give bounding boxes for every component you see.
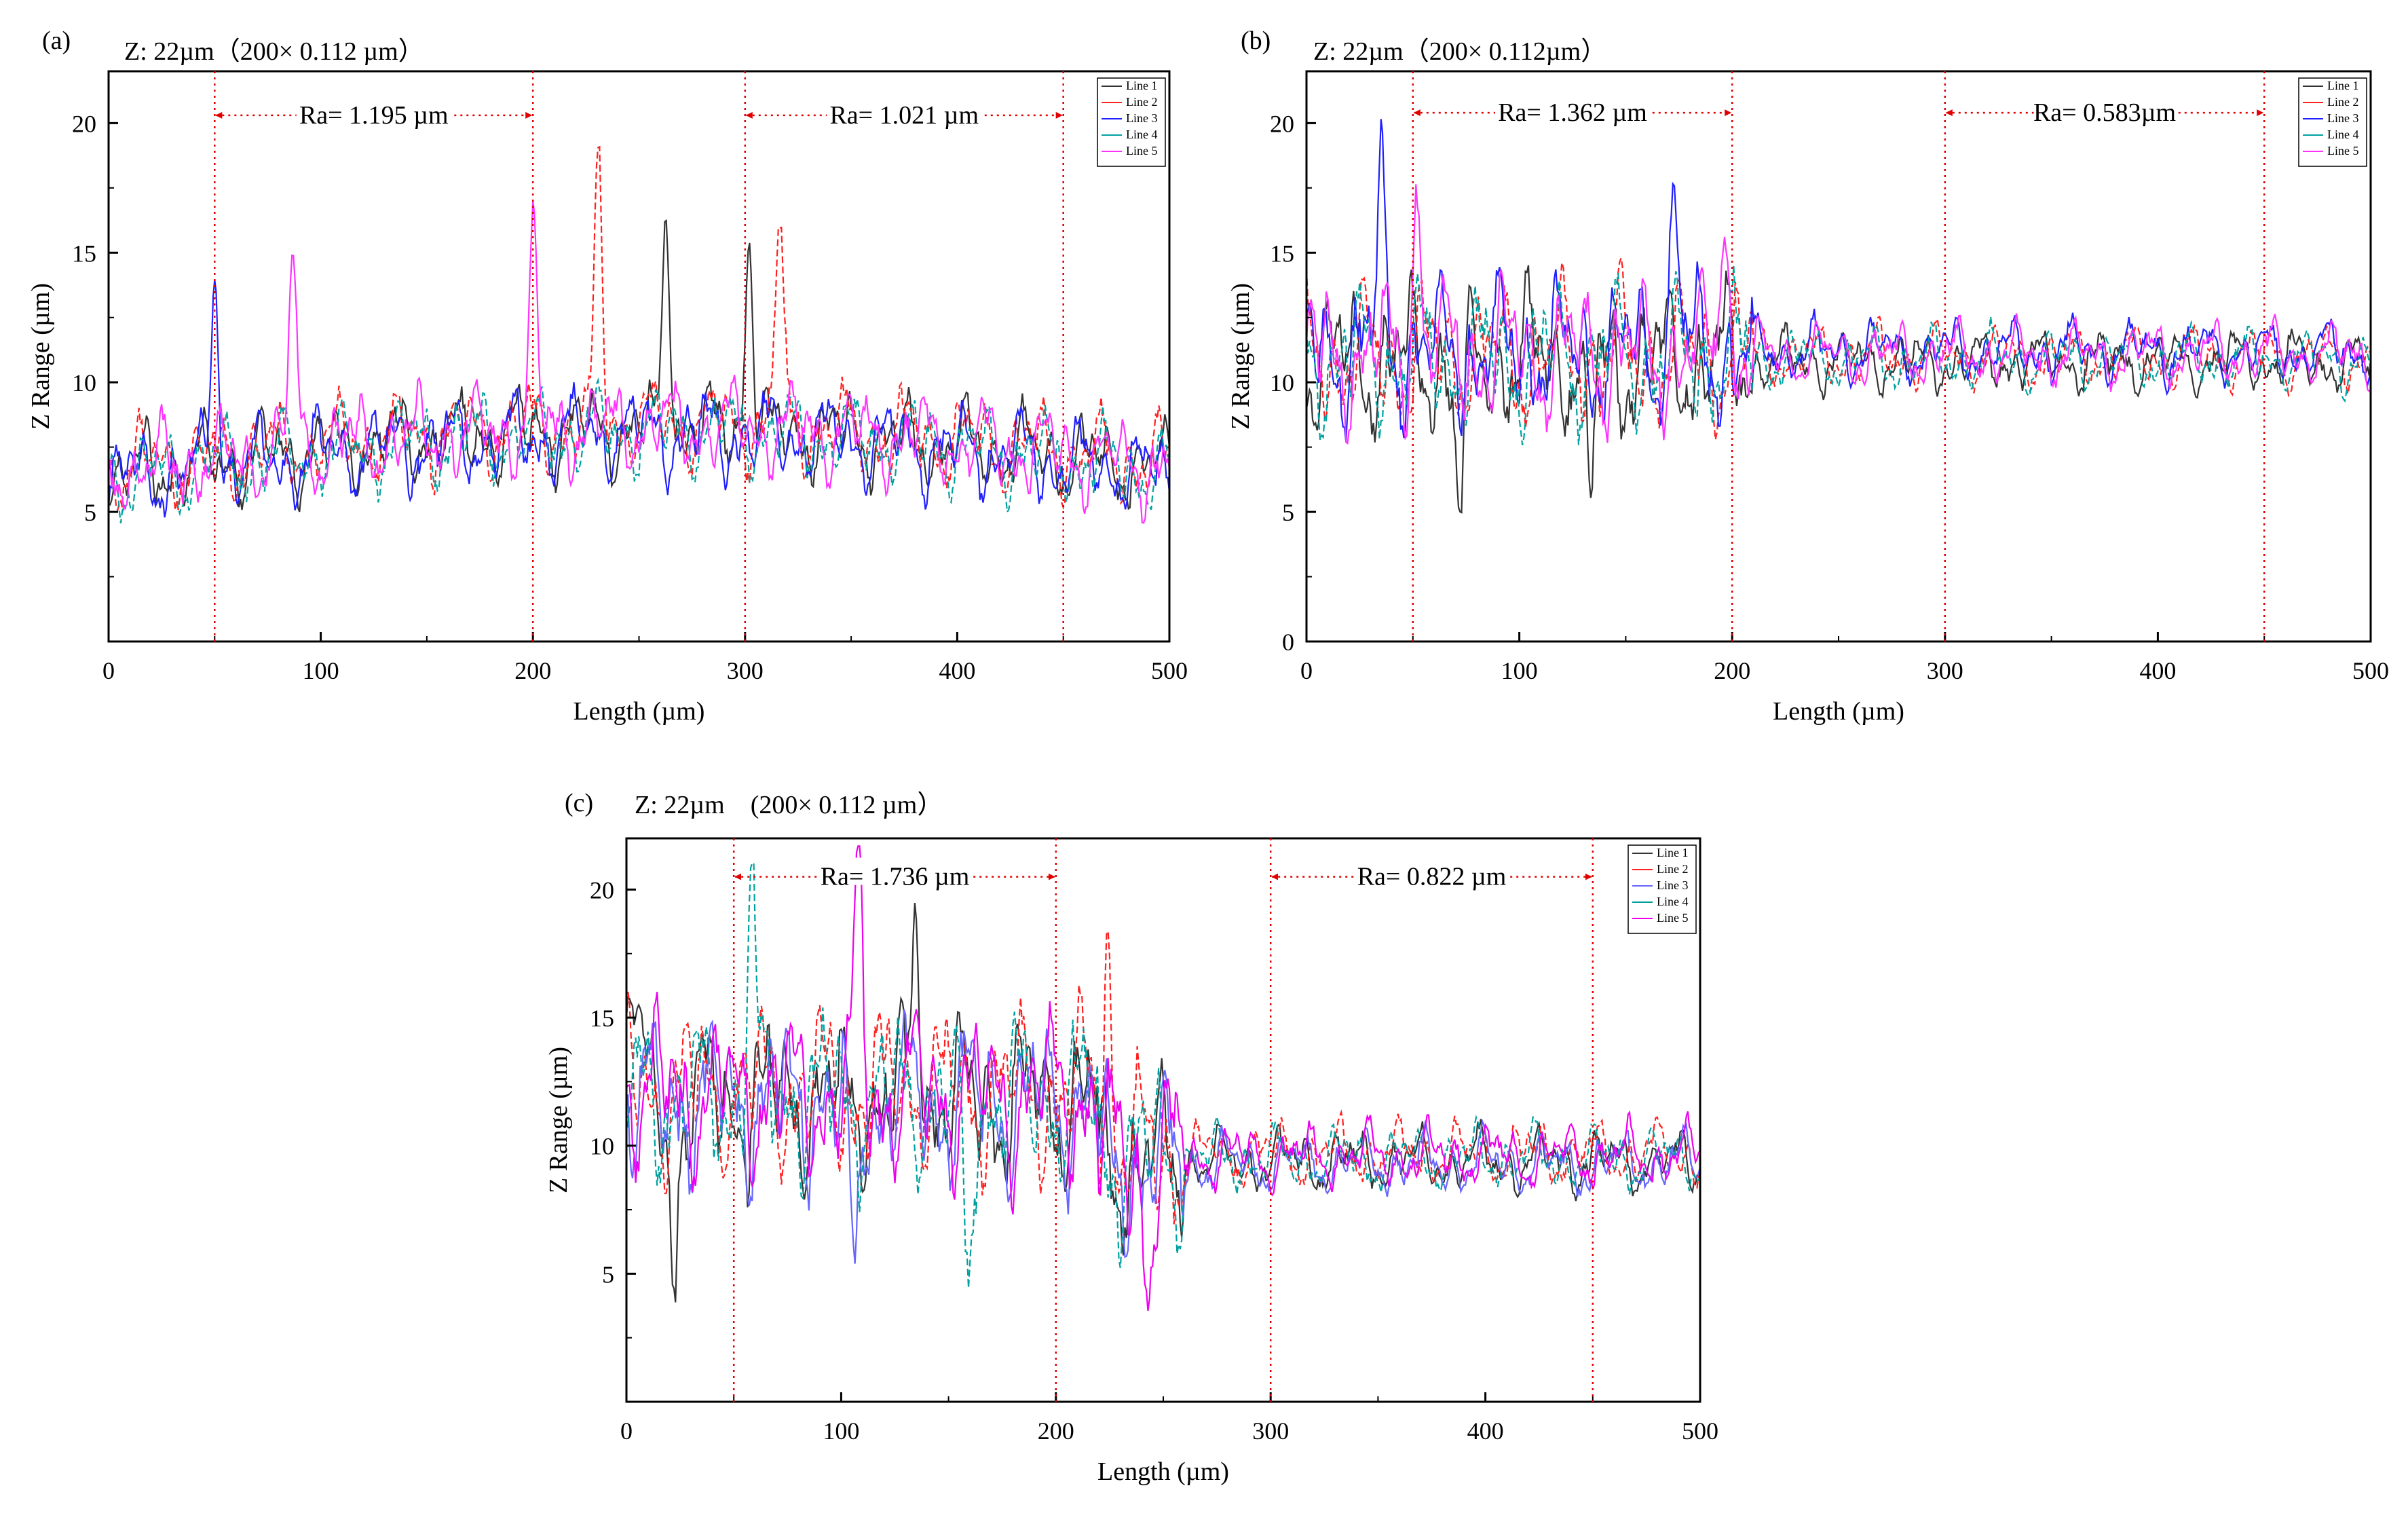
chart-header: Z: 22µm (200× 0.112 µm） (635, 791, 943, 819)
x-tick-label: 200 (1714, 657, 1750, 684)
ra-label-bg (296, 96, 451, 124)
series-line-3 (626, 1009, 1700, 1264)
x-tick-label: 200 (1038, 1417, 1074, 1445)
series-line-4 (626, 861, 1700, 1288)
x-tick-label: 0 (1300, 657, 1313, 684)
legend-entry: Line 5 (1657, 911, 1689, 925)
legend-entry: Line 3 (1657, 878, 1689, 892)
y-tick-label: 20 (72, 110, 96, 137)
legend-entry: Line 5 (1126, 144, 1158, 157)
series-line-4 (109, 377, 1169, 523)
legend-entry: Line 2 (1126, 95, 1158, 109)
legend-entry: Line 4 (2327, 128, 2359, 141)
legend-entry: Line 1 (1657, 846, 1689, 859)
y-axis-label: Z Range (µm) (544, 1047, 573, 1193)
y-tick-label: 5 (84, 499, 96, 526)
y-tick-label: 10 (72, 369, 96, 396)
ra-label-bg (827, 96, 982, 124)
chart-header: Z: 22µm（200× 0.112µm） (1313, 37, 1606, 66)
legend-entry: Line 3 (2327, 111, 2359, 125)
panel-label: (b) (1241, 26, 1271, 55)
x-axis-label: Length (µm) (573, 697, 705, 726)
panel-label: (c) (565, 789, 593, 817)
y-tick-label: 0 (1282, 629, 1294, 656)
y-tick-label: 5 (602, 1261, 614, 1288)
x-tick-label: 400 (939, 657, 975, 684)
ra-annotation: Ra= 1.362 µm (1498, 98, 1647, 127)
series-line-4 (1306, 265, 2371, 446)
x-tick-label: 400 (1467, 1417, 1504, 1445)
legend-entry: Line 3 (1126, 111, 1158, 125)
plot-frame (107, 70, 1171, 643)
legend-entry: Line 2 (2327, 95, 2359, 109)
x-tick-label: 200 (514, 657, 551, 684)
x-axis-label: Length (µm) (1773, 697, 1904, 726)
series-line-5 (109, 200, 1169, 524)
panel-label: (a) (42, 26, 71, 55)
x-tick-label: 300 (1252, 1417, 1289, 1445)
y-tick-label: 15 (1270, 240, 1294, 267)
x-tick-label: 100 (1501, 657, 1538, 684)
y-tick-label: 20 (590, 876, 614, 904)
ra-annotation: Ra= 1.736 µm (821, 863, 970, 891)
y-tick-label: 15 (72, 240, 96, 267)
x-axis-label: Length (µm) (1097, 1457, 1229, 1486)
x-tick-label: 500 (1151, 657, 1188, 684)
chart-panel-0: (a) Z: 22µm（200× 0.112 µm） 0 100 200 300 400 50… (26, 26, 1188, 726)
ra-annotation: Ra= 1.195 µm (299, 101, 449, 130)
x-tick-label: 100 (823, 1417, 859, 1445)
ra-annotation: Ra= 0.822 µm (1357, 863, 1507, 891)
series-line-3 (1306, 119, 2371, 442)
x-tick-label: 0 (620, 1417, 633, 1445)
legend-entry: Line 4 (1126, 128, 1158, 141)
ra-annotation: Ra= 0.583µm (2033, 98, 2176, 127)
series-line-5 (626, 845, 1700, 1311)
y-tick-label: 10 (590, 1133, 614, 1160)
series-line-5 (1306, 184, 2371, 445)
x-tick-label: 100 (303, 657, 339, 684)
y-axis-label: Z Range (µm) (26, 283, 55, 430)
ra-annotation: Ra= 1.021 µm (829, 101, 979, 130)
x-tick-label: 400 (2139, 657, 2176, 684)
legend-entry: Line 1 (1126, 79, 1158, 92)
legend-entry: Line 5 (2327, 144, 2359, 157)
ra-label-bg (1495, 94, 1650, 122)
y-tick-label: 5 (1282, 499, 1294, 526)
chart-header: Z: 22µm（200× 0.112 µm） (124, 37, 424, 66)
y-axis-label: Z Range (µm) (1226, 283, 1255, 430)
chart-panel-2: (c) Z: 22µm (200× 0.112 µm） 0 100 200 300 400 5… (544, 789, 1718, 1486)
legend-entry: Line 1 (2327, 79, 2359, 92)
legend-entry: Line 2 (1657, 862, 1689, 876)
legend-entry: Line 4 (1657, 895, 1689, 908)
x-tick-label: 500 (2352, 657, 2389, 684)
x-tick-label: 300 (1927, 657, 1963, 684)
y-tick-label: 15 (590, 1005, 614, 1032)
series-line-2 (109, 145, 1169, 513)
y-tick-label: 20 (1270, 110, 1294, 137)
ra-label-bg (2033, 94, 2176, 122)
chart-panel-1: (b) Z: 22µm（200× 0.112µm）0 100 200 300 400 500… (1226, 26, 2389, 726)
y-tick-label: 10 (1270, 369, 1294, 396)
x-tick-label: 300 (727, 657, 764, 684)
ra-label-bg (817, 857, 973, 885)
ra-label-bg (1354, 857, 1509, 885)
x-tick-label: 500 (1682, 1417, 1718, 1445)
x-tick-label: 0 (102, 657, 115, 684)
series-line-3 (109, 279, 1169, 518)
